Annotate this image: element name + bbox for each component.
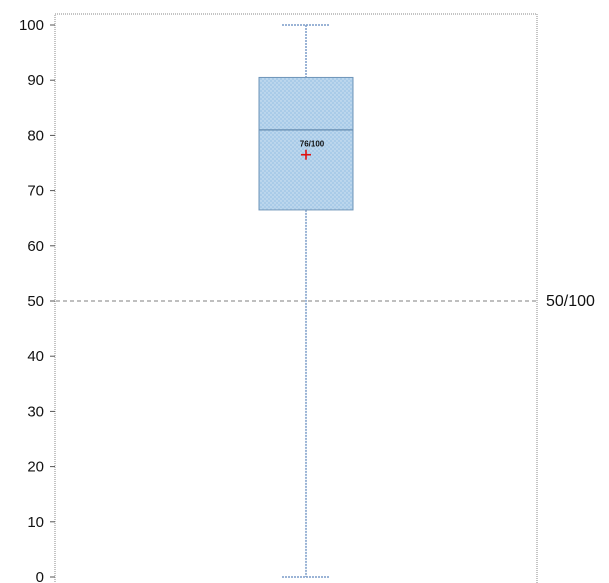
y-tick-label: 70 xyxy=(27,183,44,200)
iqr-box xyxy=(258,76,354,211)
y-axis: 0 10 20 30 40 50 60 70 80 90 100 xyxy=(19,17,55,583)
y-tick-label: 30 xyxy=(27,403,44,420)
plot-layer: 50/100 76/100 xyxy=(56,24,595,578)
mean-label: 76/100 xyxy=(300,140,325,149)
reference-line-label: 50/100 xyxy=(546,293,595,310)
y-tick-label: 50 xyxy=(27,293,44,310)
y-tick-label: 100 xyxy=(19,17,44,34)
y-tick-label: 90 xyxy=(27,72,44,89)
y-tick-label: 80 xyxy=(27,127,44,144)
y-tick-label: 40 xyxy=(27,348,44,365)
y-tick-label: 0 xyxy=(36,569,44,583)
y-tick-label: 20 xyxy=(27,459,44,476)
plot-frame xyxy=(54,13,538,583)
y-tick-label: 60 xyxy=(27,238,44,255)
y-tick-label: 10 xyxy=(27,514,44,531)
